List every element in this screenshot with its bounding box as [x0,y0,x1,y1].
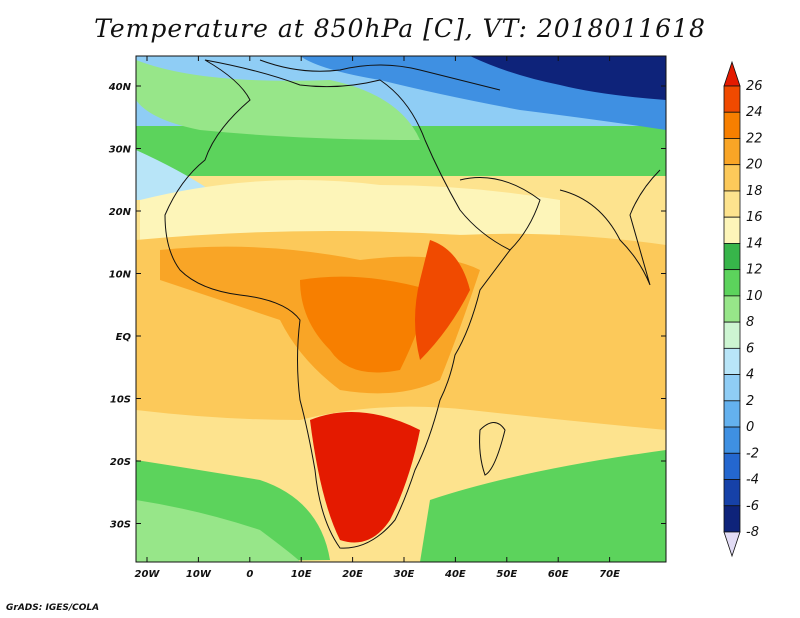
colorbar-label: -6 [746,499,759,514]
credit-text: GrADS: IGES/COLA [6,603,100,613]
colorbar-label: 26 [746,79,763,94]
colorbar-box [723,243,741,271]
lat-tick-label: 20N [109,207,132,218]
colorbar-label: 14 [746,236,763,251]
arabia-outline [459,177,541,251]
west-coast-cool [136,150,210,200]
mediterranean-outline [259,59,501,91]
colorbar-box [723,374,741,402]
colorbar-label: 4 [746,368,754,383]
colorbar-box [723,216,741,244]
lon-tick-label: 40E [444,569,466,580]
colorbar-label: 18 [746,184,763,199]
colorbar-label: -4 [746,473,759,488]
india-outline [559,169,661,286]
light-green-region [136,60,420,140]
lon-tick-label: 20E [342,569,363,580]
colorbar-box [723,479,741,507]
colorbar-box [723,400,741,428]
temperature-field [136,56,666,562]
colorbar-box [723,426,741,454]
lon-tick-label: 20W [135,569,161,580]
colorbar-label: 2 [746,394,754,409]
latitude-axis: 40N 30N 20N 10N EQ 10S 20S 30S [108,82,666,531]
lon-tick-label: 10E [291,569,312,580]
longitude-axis: 20W 10W 0 10E 20E 30E 40E 50E 60E 70E [135,56,620,580]
lat-tick-label: 30N [109,145,132,156]
colorbar-box [723,505,741,533]
madagascar-outline [479,422,506,476]
africa-outline [164,59,511,549]
coldest-region [470,56,666,100]
colorbar-label: 8 [746,315,754,330]
colorbar-box [723,85,741,113]
colorbar-box [723,269,741,297]
lat-tick-label: 20S [110,457,131,468]
south-indian-cool [420,450,666,562]
colorbar-box [723,347,741,375]
central-hot-region [300,276,430,373]
colorbar-box [723,295,741,323]
colorbar-label: 0 [746,420,754,435]
sahara-band [140,180,560,250]
colorbar-label: 10 [746,289,763,304]
map-frame [135,55,667,563]
southern-hot-core [310,412,420,543]
colorbar-box [723,452,741,480]
colorbar-bottom-triangle [723,531,741,558]
chart-title: Temperature at 850hPa [C], VT: 201801161… [94,14,706,43]
east-hot-region [415,240,470,360]
lon-tick-label: 50E [496,569,517,580]
colorbar-box [723,190,741,218]
lat-tick-label: 40N [108,82,132,93]
lat-tick-label: 10S [110,395,131,406]
lon-tick-label: 0 [246,569,253,580]
south-atlantic-cooler [136,500,300,562]
colorbar-box [723,111,741,139]
colorbar-label: 22 [746,131,763,146]
lon-tick-label: 10W [186,569,212,580]
colorbar-box [723,321,741,349]
colorbar-label: 12 [746,263,763,278]
lon-tick-label: 60E [548,569,569,580]
lat-tick-label: EQ [116,332,132,343]
lon-tick-label: 70E [599,569,620,580]
colorbar-label: 24 [746,105,763,120]
colorbar-label: -8 [746,525,759,540]
colorbar-label: -2 [746,446,759,461]
lat-tick-label: 30S [110,520,131,531]
colorbar-box [723,138,741,166]
colorbar-label: 6 [746,341,754,356]
lon-tick-label: 30E [394,569,415,580]
colorbar-top-triangle [723,60,741,87]
lat-tick-label: 10N [109,270,132,281]
colorbar-label: 20 [746,158,763,173]
colorbar-label: 16 [746,210,763,225]
colorbar-box [723,164,741,192]
coastlines [164,59,661,549]
